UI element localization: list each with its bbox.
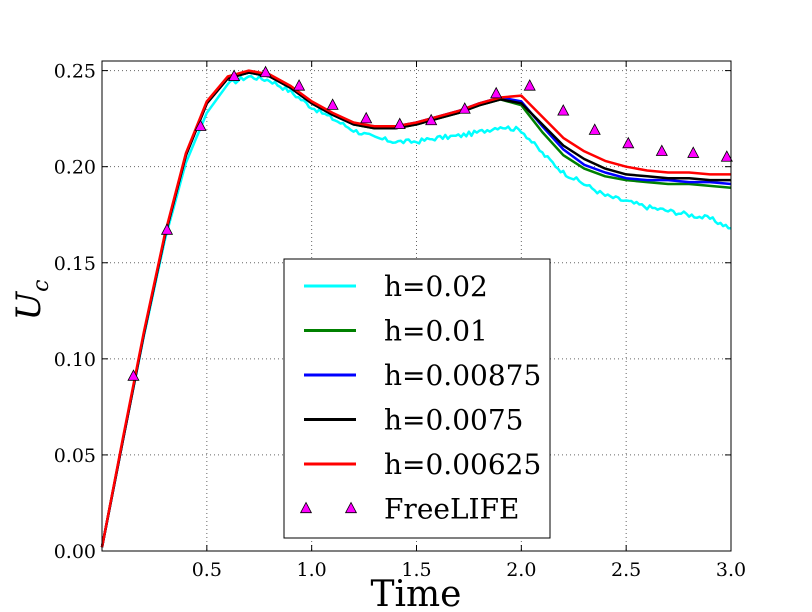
freelife-marker — [160, 223, 174, 235]
x-tick-label: 2.5 — [611, 559, 641, 581]
freelife-marker — [127, 369, 140, 381]
legend-label: h=0.0075 — [384, 404, 523, 437]
legend-label: h=0.01 — [384, 315, 488, 348]
freelife-marker — [293, 79, 306, 91]
legend-label: h=0.00875 — [384, 359, 541, 392]
y-tick-label: 0.25 — [54, 61, 96, 83]
axis-ticks — [102, 61, 732, 552]
y-tick-label: 0.00 — [54, 541, 96, 563]
axis-tick-labels: 0.5 1.0 1.5 2.0 2.5 3.0 0.00 0.05 0.10 0.15 0.20 0.… — [54, 61, 746, 581]
x-tick-label: 0.5 — [192, 559, 222, 581]
x-tick-label: 3.0 — [716, 559, 746, 581]
legend-swatch-marker — [344, 501, 358, 514]
freelife-marker — [622, 136, 635, 149]
freelife-marker — [425, 113, 438, 126]
freelife-marker — [393, 117, 406, 130]
x-axis-title: Time — [371, 574, 462, 612]
x-tick-label: 2.0 — [506, 559, 536, 581]
x-tick-label: 1.5 — [401, 559, 431, 581]
series-line-h-0-02 — [100, 74, 731, 548]
svg-text:Uc: Uc — [9, 280, 54, 321]
freelife-marker — [490, 86, 503, 99]
legend-box — [283, 258, 551, 539]
legend-label: FreeLIFE — [384, 493, 519, 526]
freelife-markers — [127, 65, 733, 381]
y-tick-label: 0.15 — [54, 253, 96, 275]
y-tick-label: 0.05 — [54, 445, 96, 467]
legend-label: h=0.02 — [384, 270, 488, 303]
freelife-marker — [588, 123, 601, 135]
freelife-marker — [194, 119, 207, 131]
freelife-marker — [360, 111, 373, 124]
y-tick-label: 0.20 — [54, 157, 96, 179]
y-axis-title-main: U — [9, 290, 49, 320]
freelife-marker — [523, 79, 536, 91]
y-axis-title: Uc — [9, 280, 54, 321]
legend-swatch-marker — [299, 501, 313, 514]
freelife-marker — [259, 65, 272, 78]
freelife-marker — [557, 104, 570, 116]
x-tick-label: 1.0 — [297, 559, 327, 581]
y-axis-title-sub: c — [29, 280, 54, 292]
freelife-marker — [720, 150, 733, 162]
series-line-h-0-00625 — [100, 69, 731, 548]
freelife-marker — [655, 144, 668, 156]
freelife-marker — [458, 102, 471, 114]
freelife-marker — [326, 98, 339, 110]
legend-label: h=0.00625 — [384, 448, 541, 481]
freelife-marker — [228, 69, 241, 81]
y-tick-label: 0.10 — [54, 349, 96, 371]
series-lines — [100, 69, 732, 548]
legend: h=0.02 h=0.01 h=0.00875 h=0.0075 h=0.00625 Fr… — [283, 258, 551, 539]
freelife-marker — [687, 146, 700, 158]
